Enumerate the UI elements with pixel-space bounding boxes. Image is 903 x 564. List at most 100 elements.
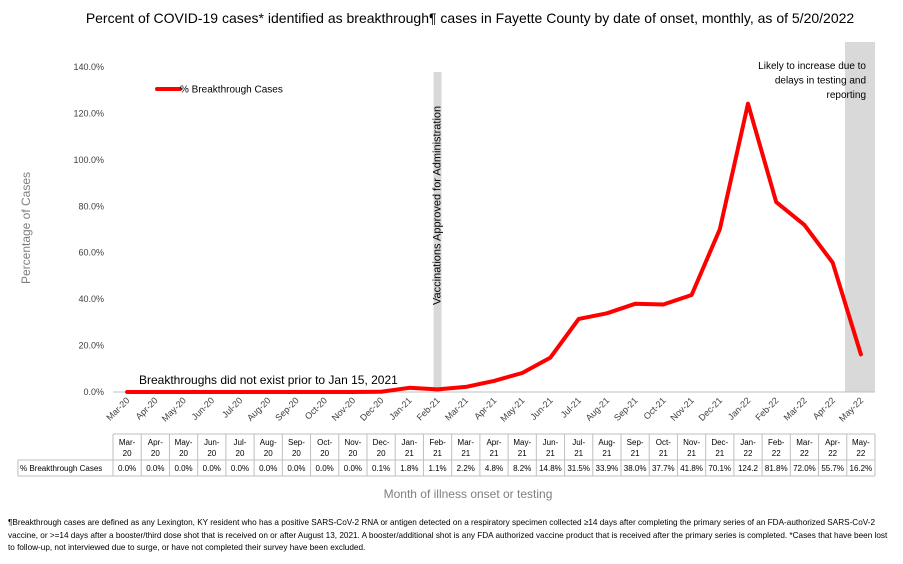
table-header-cell: 20	[348, 449, 357, 458]
y-tick-label: 20.0%	[78, 341, 104, 351]
table-header-cell: 21	[602, 449, 611, 458]
data-point	[492, 379, 496, 383]
table-value-cell: 0.0%	[259, 464, 277, 473]
table-header-cell: Jun-	[204, 438, 220, 447]
table-header-cell: 20	[236, 449, 245, 458]
table-header-cell: 21	[659, 449, 668, 458]
table-header-cell: 21	[433, 449, 442, 458]
table-value-cell: 41.8%	[680, 464, 703, 473]
x-tick-label: Oct-21	[642, 395, 668, 421]
x-tick-label: Apr-20	[134, 395, 160, 421]
x-tick-label: Aug-20	[245, 395, 273, 423]
data-point	[661, 302, 665, 306]
table-header-cell: Dec-	[711, 438, 728, 447]
data-point	[464, 385, 468, 389]
y-tick-label: 80.0%	[78, 201, 104, 211]
table-value-cell: 2.2%	[457, 464, 475, 473]
data-point	[633, 302, 637, 306]
data-point	[802, 223, 806, 227]
data-point	[520, 371, 524, 375]
data-point	[294, 390, 298, 394]
legend: % Breakthrough Cases	[155, 85, 283, 96]
series-layer	[125, 101, 863, 394]
table-header-cell: 20	[264, 449, 273, 458]
table-value-cell: 70.1%	[708, 464, 731, 473]
x-tick-label: Apr-22	[811, 395, 837, 421]
x-axis-title: Month of illness onset or testing	[384, 487, 553, 501]
data-point	[605, 311, 609, 315]
x-tick-label: May-22	[837, 395, 865, 423]
table-header-cell: 21	[687, 449, 696, 458]
table-value-cell: 4.8%	[485, 464, 503, 473]
data-point	[859, 352, 863, 356]
table-header-cell: Apr-	[486, 438, 501, 447]
x-tick-label: Mar-22	[782, 395, 809, 422]
table-header-cell: Nov-	[344, 438, 361, 447]
x-tick-label: Sep-20	[273, 395, 301, 423]
series-line-breakthrough	[125, 101, 863, 394]
table-value-cell: 1.1%	[428, 464, 446, 473]
y-tick-label: 120.0%	[73, 108, 104, 118]
x-tick-label: Feb-22	[753, 395, 780, 422]
table-header-cell: Mar-	[119, 438, 136, 447]
data-point	[125, 390, 129, 394]
reporting-delay-band	[845, 42, 875, 392]
data-point	[548, 356, 552, 360]
table-header-cell: 20	[179, 449, 188, 458]
table-header-cell: 22	[744, 449, 753, 458]
table-header-cell: Mar-	[796, 438, 813, 447]
table-value-cell: 1.8%	[400, 464, 418, 473]
table-header-cell: 21	[461, 449, 470, 458]
table-header-cell: Jan-	[402, 438, 418, 447]
annotations: Vaccinations Approved for Administration…	[139, 61, 866, 387]
reporting-annotation-line: reporting	[827, 90, 866, 101]
table-value-cell: 0.0%	[146, 464, 164, 473]
table-header-cell: May-	[175, 438, 193, 447]
x-tick-label: Dec-21	[697, 395, 725, 423]
table-header-cell: 21	[518, 449, 527, 458]
chart-title: Percent of COVID-19 cases* identified as…	[85, 10, 855, 26]
table-header-cell: Apr-	[825, 438, 840, 447]
table-header-cell: Aug-	[598, 438, 615, 447]
x-tick-label: Jun-21	[528, 395, 555, 422]
table-value-cell: 124.2	[738, 464, 759, 473]
data-point	[831, 261, 835, 265]
data-point	[690, 293, 694, 297]
table-header-cell: Aug-	[260, 438, 277, 447]
table-header-cell: Oct-	[656, 438, 671, 447]
x-tick-label: May-20	[160, 395, 188, 423]
data-point	[182, 390, 186, 394]
y-axis-title: Percentage of Cases	[19, 172, 33, 284]
table-header-cell: Sep-	[627, 438, 644, 447]
table-header-cell: May-	[513, 438, 531, 447]
x-tick-label: Oct-20	[303, 395, 329, 421]
table-header-cell: 20	[377, 449, 386, 458]
table-header-cell: 21	[631, 449, 640, 458]
table-header-cell: 21	[490, 449, 499, 458]
table-row-label: % Breakthrough Cases	[20, 464, 102, 473]
table-header-cell: 20	[123, 449, 132, 458]
table-header-cell: Feb-	[429, 438, 446, 447]
table-value-cell: 0.0%	[174, 464, 192, 473]
x-tick-label: Nov-20	[330, 395, 358, 423]
data-point	[238, 390, 242, 394]
data-point	[577, 317, 581, 321]
table-header-cell: Oct-	[317, 438, 332, 447]
x-tick-label: Jul-21	[559, 395, 583, 419]
table-header-cell: Jul-	[572, 438, 585, 447]
table-value-cell: 31.5%	[567, 464, 590, 473]
data-point	[718, 227, 722, 231]
x-tick-label: Mar-21	[443, 395, 470, 422]
x-tick-label: Jun-20	[190, 395, 217, 422]
y-axis: 0.0% 20.0% 40.0% 60.0% 80.0% 100.0% 120.0% 140.…	[73, 62, 104, 397]
table-value-cell: 14.8%	[539, 464, 562, 473]
table-header-cell: 21	[546, 449, 555, 458]
table-value-cell: 37.7%	[652, 464, 675, 473]
table-value-cell: 0.0%	[231, 464, 249, 473]
data-point	[210, 390, 214, 394]
table-value-cell: 0.1%	[372, 464, 390, 473]
x-tick-label: Apr-21	[472, 395, 498, 421]
table-header-cell: Dec-	[373, 438, 390, 447]
y-tick-label: 100.0%	[73, 155, 104, 165]
